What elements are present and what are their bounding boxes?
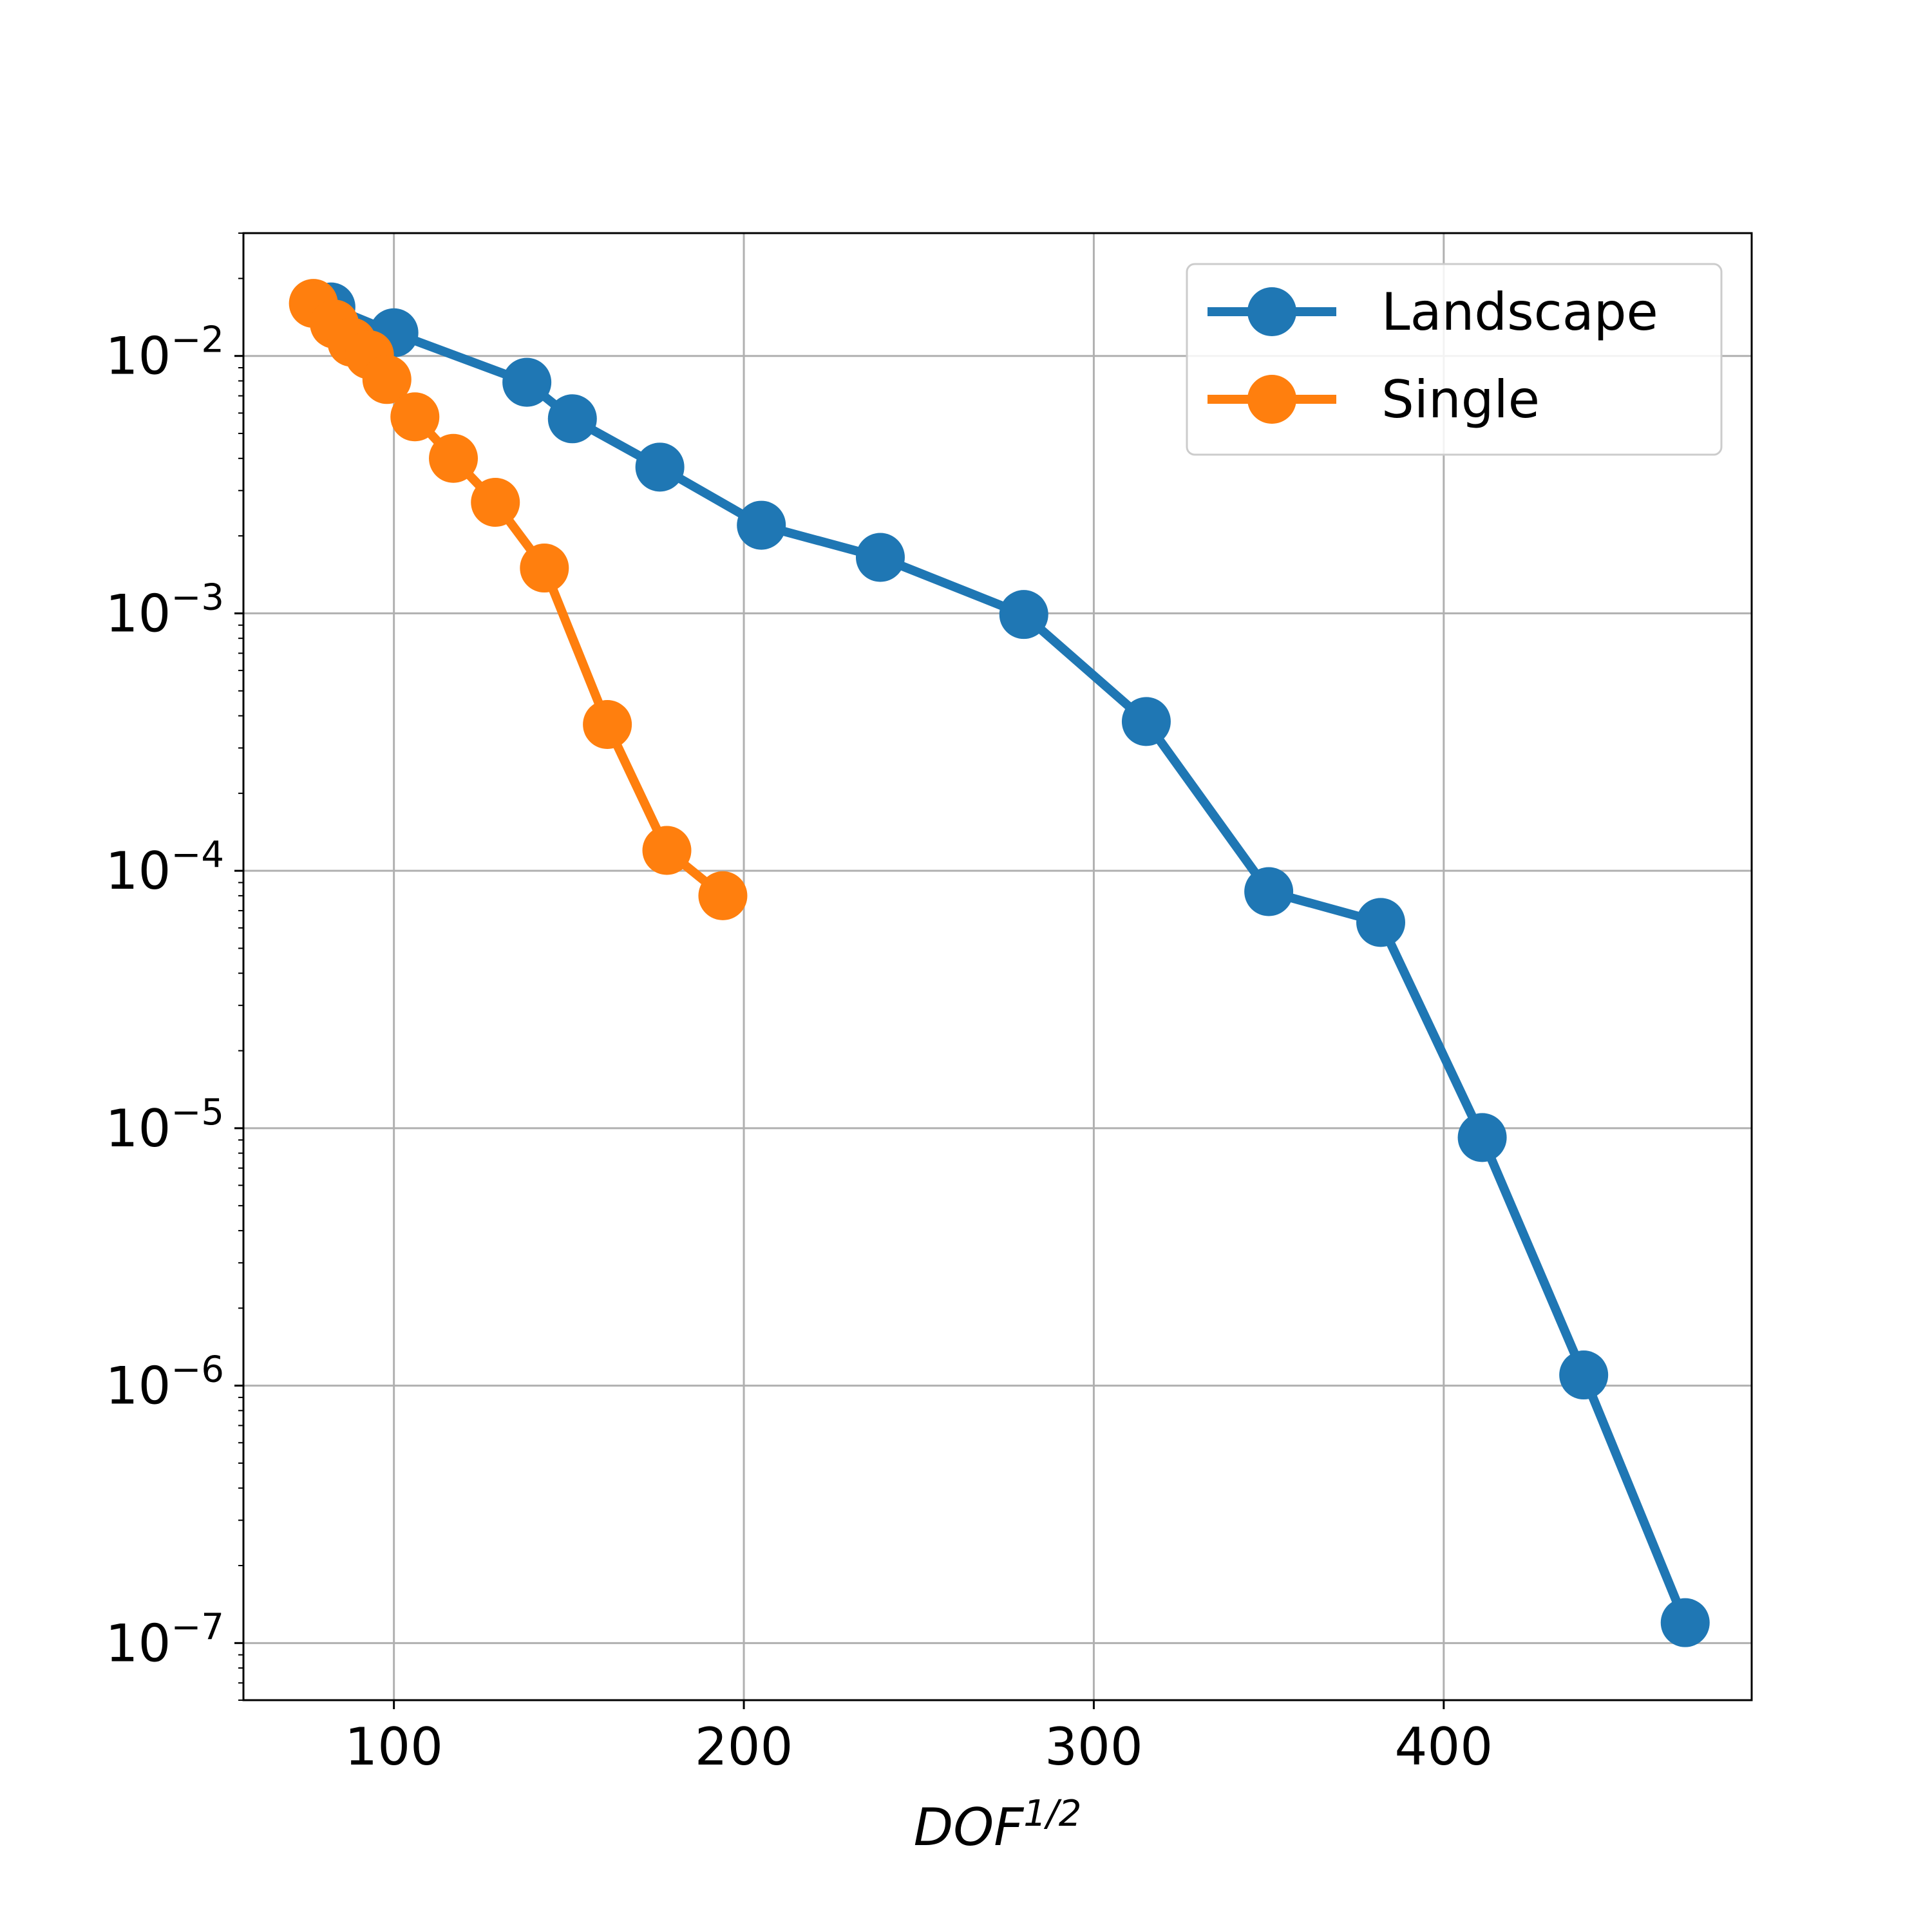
legend-marker [1247, 375, 1296, 424]
x-axis-title-base: DOF [914, 1797, 1025, 1857]
y-tick-label-exponent: −4 [171, 834, 224, 876]
data-point [1660, 1598, 1710, 1647]
series-landscape [306, 282, 1710, 1647]
data-point [1121, 697, 1171, 746]
data-point [362, 355, 412, 404]
y-tick-label-base: 10 [106, 1356, 171, 1416]
data-point [855, 533, 905, 582]
y-tick-label-base: 10 [106, 327, 171, 386]
y-tick-label-exponent: −7 [171, 1606, 224, 1648]
y-tick-label: 10−2 [106, 319, 224, 386]
legend-label: Single [1381, 370, 1540, 430]
grid [243, 233, 1752, 1700]
legend-item: Single [1208, 370, 1540, 430]
y-tick-label: 10−3 [106, 576, 224, 643]
y-tick-label-exponent: −6 [171, 1349, 224, 1391]
data-point [502, 357, 552, 407]
legend: Landscape Single [1186, 263, 1723, 456]
y-tick-label-exponent: −3 [171, 576, 224, 618]
x-axis-title: DOF1/2 [914, 1793, 1082, 1857]
x-axis-title-superscript: 1/2 [1023, 1793, 1081, 1835]
data-point [429, 433, 478, 483]
y-tick-label-base: 10 [106, 1613, 171, 1673]
data-point [471, 478, 520, 527]
data-point [1244, 867, 1294, 916]
data-point [1356, 898, 1406, 947]
legend-marker [1247, 287, 1296, 336]
y-tick-label: 10−4 [106, 834, 224, 901]
data-point [635, 442, 685, 492]
series-line [329, 303, 1690, 1625]
data-point [583, 700, 632, 750]
legend-label: Landscape [1381, 282, 1658, 342]
data-point [1457, 1113, 1507, 1162]
x-tick-label: 300 [1045, 1717, 1143, 1777]
data-point [698, 871, 748, 920]
legend-item: Landscape [1208, 282, 1658, 342]
data-point [390, 392, 440, 442]
y-tick-label: 10−6 [106, 1349, 224, 1416]
x-tick-label: 400 [1394, 1717, 1493, 1777]
x-tick-label: 100 [345, 1717, 443, 1777]
y-tick-label-base: 10 [106, 583, 171, 643]
y-tick-label: 10−5 [106, 1092, 224, 1159]
data-point [547, 394, 597, 444]
data-point [1559, 1350, 1609, 1400]
data-point [520, 544, 569, 593]
y-tick-label-base: 10 [106, 1099, 171, 1159]
data-point [999, 590, 1048, 639]
data-point [737, 500, 786, 550]
plot-frame [242, 232, 1753, 1701]
y-tick-label: 10−7 [106, 1606, 224, 1673]
y-tick-label-exponent: −2 [171, 319, 224, 361]
series-single [289, 279, 748, 920]
data-point [642, 826, 692, 875]
y-tick-label-base: 10 [106, 841, 171, 901]
y-tick-label-exponent: −5 [171, 1092, 224, 1133]
series [289, 279, 1710, 1647]
x-tick-label: 200 [695, 1717, 793, 1777]
